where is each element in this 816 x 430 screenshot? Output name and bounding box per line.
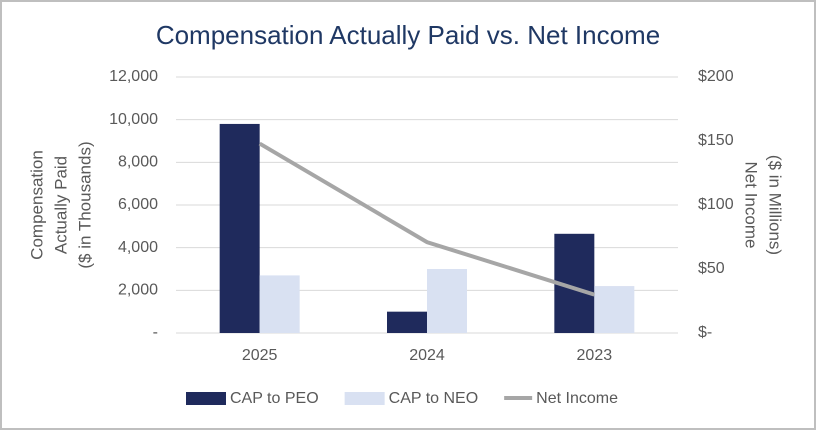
y2-axis-label: ($ in Millions) [766,155,785,255]
y-axis-label: Actually Paid [51,156,70,254]
line [258,141,595,297]
y-tick-label: 6,000 [118,196,158,213]
bar [259,275,300,333]
legend-label: CAP to NEO [389,390,479,407]
y2-tick-label: $- [698,324,712,341]
legend-swatch [186,392,226,405]
bar [387,311,427,333]
y2-tick-label: $50 [698,260,725,277]
y-tick-label: 12,000 [109,68,158,85]
legend-label: Net Income [536,390,618,407]
x-tick-label: 2023 [577,347,613,364]
bar [219,123,260,333]
y-tick-label: 2,000 [118,282,158,299]
chart-title: Compensation Actually Paid vs. Net Incom… [156,20,660,50]
y-tick-label: 8,000 [118,154,158,171]
bar [427,269,467,333]
x-tick-label: 2025 [242,347,278,364]
legend-swatch [344,392,385,405]
y2-tick-label: $100 [698,196,734,213]
y-axis-label: Compensation [27,150,46,260]
y2-tick-label: $200 [698,68,734,85]
y-tick-label: 4,000 [118,239,158,256]
y-axis-label: ($ in Thousands) [75,141,94,268]
y-tick-label: 10,000 [109,111,158,128]
y-tick-label: - [153,324,158,341]
legend-label: CAP to PEO [230,390,319,407]
y2-tick-label: $150 [698,132,734,149]
bar [594,286,635,333]
y2-axis-label: Net Income [742,162,761,249]
x-tick-label: 2024 [409,347,445,364]
